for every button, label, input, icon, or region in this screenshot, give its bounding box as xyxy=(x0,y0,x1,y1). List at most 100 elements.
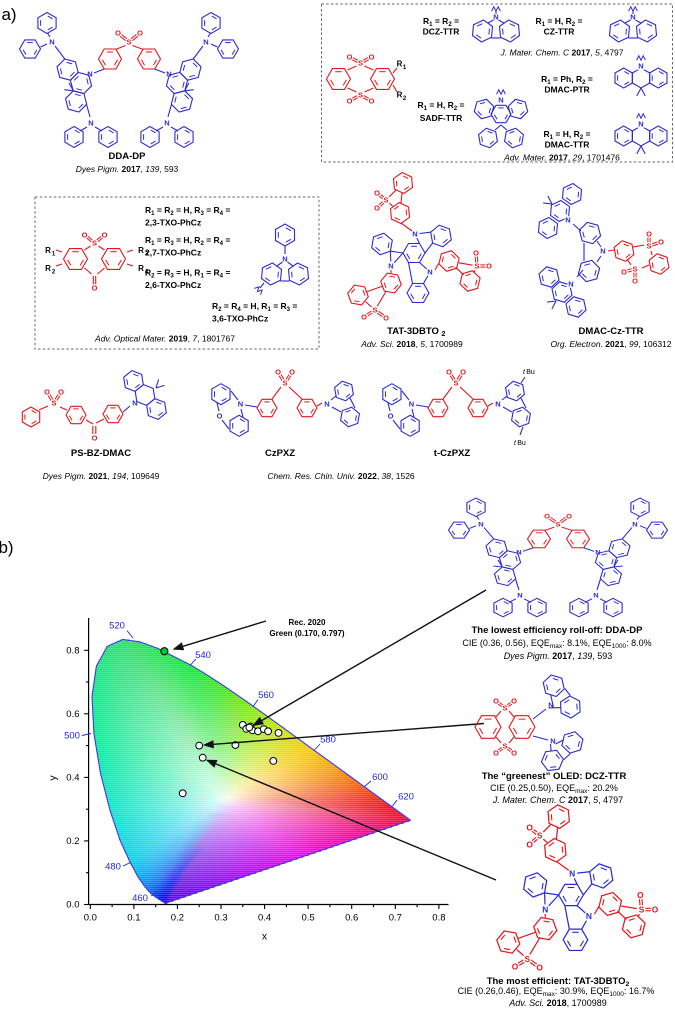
svg-text:CIE (0.36, 0.56), EQEmax: 8.1%: CIE (0.36, 0.56), EQEmax: 8.1%, EQE1000:… xyxy=(462,638,651,650)
svg-text:O: O xyxy=(536,963,543,973)
svg-text:N: N xyxy=(166,70,171,79)
svg-text:b): b) xyxy=(0,538,14,557)
svg-text:The lowest efficiency roll-off: The lowest efficiency roll-off: DDA-DP xyxy=(471,625,643,636)
svg-text:0.6: 0.6 xyxy=(345,913,358,924)
svg-text:O: O xyxy=(473,249,479,258)
svg-text:N: N xyxy=(495,400,500,409)
svg-text:580: 580 xyxy=(320,735,336,746)
svg-text:t-CzPXZ: t-CzPXZ xyxy=(434,448,471,459)
svg-text:0.8: 0.8 xyxy=(66,646,79,657)
svg-text:S: S xyxy=(282,379,287,388)
svg-text:O: O xyxy=(621,268,627,277)
svg-text:O: O xyxy=(460,368,466,377)
svg-text:O: O xyxy=(383,314,389,323)
svg-text:O: O xyxy=(374,204,380,213)
svg-text:N: N xyxy=(568,280,573,289)
svg-text:R: R xyxy=(397,91,403,100)
svg-text:Adv. Sci. 2018, 5, 1700989: Adv. Sci. 2018, 5, 1700989 xyxy=(360,339,463,349)
svg-text:0.5: 0.5 xyxy=(301,913,314,924)
svg-text:N: N xyxy=(478,522,483,529)
svg-text:DDA-DP: DDA-DP xyxy=(109,151,147,162)
svg-text:O: O xyxy=(566,514,572,521)
svg-text:O: O xyxy=(275,368,281,377)
svg-text:R: R xyxy=(45,264,51,273)
svg-text:N: N xyxy=(49,38,54,47)
svg-text:O: O xyxy=(137,29,143,38)
svg-text:2,6-TXO-PhCz: 2,6-TXO-PhCz xyxy=(145,280,201,290)
svg-text:O: O xyxy=(446,368,452,377)
svg-text:N: N xyxy=(164,119,169,128)
svg-text:R1 = R3 = H, R2 = R4 =: R1 = R3 = H, R2 = R4 = xyxy=(145,235,230,247)
svg-text:CIE (0.26,0.46), EQEmax: 30.9%: CIE (0.26,0.46), EQEmax: 30.9%, EQE1000:… xyxy=(458,986,655,998)
svg-text:J. Mater. Chem. C 2017, 5, 479: J. Mater. Chem. C 2017, 5, 4797 xyxy=(492,795,623,805)
svg-text:S: S xyxy=(639,904,645,914)
svg-text:N: N xyxy=(638,62,643,71)
svg-text:O: O xyxy=(632,277,638,286)
svg-text:Dyes Pigm. 2017, 139, 593: Dyes Pigm. 2017, 139, 593 xyxy=(76,164,179,174)
svg-text:CIE (0.25,0.50), EQEmax: 20.2%: CIE (0.25,0.50), EQEmax: 20.2% xyxy=(490,783,618,795)
svg-text:S: S xyxy=(372,306,377,315)
svg-text:620: 620 xyxy=(398,792,414,803)
svg-text:S: S xyxy=(502,742,507,751)
svg-text:N: N xyxy=(238,400,243,409)
svg-text:O: O xyxy=(289,368,295,377)
svg-text:3,6-TXO-PhCz: 3,6-TXO-PhCz xyxy=(212,314,268,324)
svg-text:R1 = R2 =: R1 = R2 = xyxy=(423,16,459,28)
svg-text:O: O xyxy=(361,313,367,322)
svg-text:N: N xyxy=(87,70,92,79)
svg-text:S: S xyxy=(502,704,507,713)
svg-text:The most efficient: TAT-3DBTO2: The most efficient: TAT-3DBTO2 xyxy=(487,976,630,988)
svg-text:N: N xyxy=(638,120,643,129)
svg-text:O: O xyxy=(511,749,517,758)
svg-text:N: N xyxy=(565,216,570,225)
svg-text:O: O xyxy=(652,904,659,914)
svg-text:N: N xyxy=(88,119,93,128)
svg-text:2,3-TXO-PhCz: 2,3-TXO-PhCz xyxy=(145,218,201,228)
svg-text:2: 2 xyxy=(442,331,446,338)
svg-text:N: N xyxy=(593,593,598,600)
svg-text:O: O xyxy=(92,434,98,443)
svg-text:S: S xyxy=(525,954,531,964)
svg-text:Chem. Res. Chin. Univ. 2022, 3: Chem. Res. Chin. Univ. 2022, 38, 1526 xyxy=(267,471,415,481)
svg-text:R2 = R4 = H, R1 = R3 =: R2 = R4 = H, R1 = R3 = xyxy=(212,301,297,313)
svg-text:R1 = H, R2 =: R1 = H, R2 = xyxy=(544,129,591,141)
svg-text:O: O xyxy=(369,97,375,106)
svg-text:N: N xyxy=(550,737,555,746)
svg-text:CZ-TTR: CZ-TTR xyxy=(544,27,575,37)
svg-text:DMAC-PTR: DMAC-PTR xyxy=(544,85,589,95)
svg-text:N: N xyxy=(569,869,575,879)
svg-text:DCZ-TTR: DCZ-TTR xyxy=(423,27,460,37)
svg-text:S: S xyxy=(646,242,651,251)
svg-text:O: O xyxy=(388,412,394,421)
svg-text:DMAC-Cz-TTR: DMAC-Cz-TTR xyxy=(579,326,644,337)
svg-text:O: O xyxy=(646,230,652,239)
svg-text:N: N xyxy=(388,262,393,271)
svg-text:O: O xyxy=(512,962,519,972)
svg-text:O: O xyxy=(347,97,353,106)
svg-text:N: N xyxy=(493,13,498,22)
svg-text:R1 = R2 = H, R3 = R4 =: R1 = R2 = H, R3 = R4 = xyxy=(145,205,230,217)
svg-text:2: 2 xyxy=(403,96,407,102)
svg-text:Adv. Optical Mater. 2019, 7, 1: Adv. Optical Mater. 2019, 7, 1801767 xyxy=(94,334,235,344)
svg-text:O: O xyxy=(102,231,108,240)
svg-text:SADF-TTR: SADF-TTR xyxy=(420,113,463,123)
svg-text:DMAC-TTR: DMAC-TTR xyxy=(545,140,590,150)
svg-text:O: O xyxy=(544,514,550,521)
svg-text:0.0: 0.0 xyxy=(66,900,79,911)
svg-text:N: N xyxy=(516,550,521,557)
svg-text:S: S xyxy=(453,379,458,388)
svg-text:t: t xyxy=(523,369,526,376)
svg-text:O: O xyxy=(486,262,492,271)
svg-text:O: O xyxy=(658,238,664,247)
svg-text:S: S xyxy=(126,38,131,47)
svg-text:N: N xyxy=(412,230,417,239)
svg-text:0.2: 0.2 xyxy=(171,913,184,924)
svg-text:0.0: 0.0 xyxy=(84,913,97,924)
svg-text:a): a) xyxy=(1,5,16,24)
svg-text:540: 540 xyxy=(195,650,211,661)
svg-text:N: N xyxy=(498,96,503,105)
svg-text:Adv. Sci. 2018, 1700989: Adv. Sci. 2018, 1700989 xyxy=(508,998,606,1008)
svg-text:2: 2 xyxy=(52,270,56,276)
svg-text:O: O xyxy=(115,29,121,38)
svg-text:520: 520 xyxy=(109,621,125,632)
